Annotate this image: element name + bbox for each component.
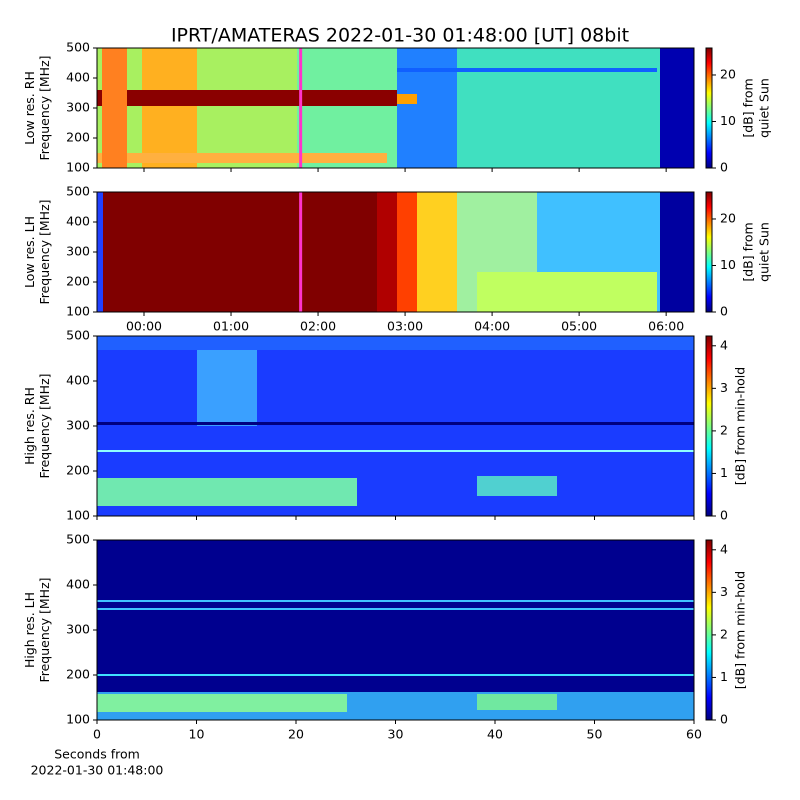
x-tick-label: 60 [686, 727, 702, 742]
x-tick-label: 03:00 [387, 319, 423, 334]
y-tick-label: 500 [66, 532, 90, 547]
y-axis-label: Frequency [MHz] [37, 373, 52, 478]
x-tick-label: 06:00 [648, 319, 684, 334]
x-tick-label: 40 [487, 727, 503, 742]
y-axis-label: Frequency [MHz] [37, 55, 52, 160]
spectrogram-fill [97, 153, 387, 163]
y-axis-label: High res. RH [22, 387, 37, 465]
spectrogram-fill [97, 192, 397, 312]
spectrogram-fill [97, 192, 103, 312]
colorbar-tick-label: 10 [720, 113, 736, 128]
spectrogram-fill [397, 68, 657, 72]
colorbar-tick-label: 1 [720, 465, 728, 480]
spectrogram-fill [417, 192, 457, 312]
spectrogram-fill [97, 478, 357, 506]
spectrogram-fill [477, 272, 657, 312]
y-tick-label: 500 [66, 328, 90, 343]
colorbar-label: [dB] from min-hold [733, 367, 748, 485]
spectrogram-fill [97, 422, 694, 425]
y-tick-label: 100 [66, 160, 90, 175]
y-tick-label: 100 [66, 712, 90, 727]
y-tick-label: 300 [66, 100, 90, 115]
y-axis-label: Frequency [MHz] [37, 577, 52, 682]
spectrogram-fill [97, 336, 694, 350]
colorbar-tick-label: 20 [720, 210, 736, 225]
spectrogram-fill [660, 48, 694, 168]
x-tick-label: 04:00 [474, 319, 510, 334]
colorbar-tick-label: 2 [720, 626, 728, 641]
y-tick-label: 300 [66, 622, 90, 637]
y-tick-label: 300 [66, 418, 90, 433]
colorbar [705, 539, 713, 721]
x-tick-label: 50 [587, 727, 603, 742]
y-tick-label: 200 [66, 130, 90, 145]
y-tick-label: 100 [66, 508, 90, 523]
colorbar-tick-label: 0 [720, 160, 728, 175]
spectrogram-fill [477, 476, 557, 496]
spectrogram-fill [97, 90, 397, 106]
spectrogram-fill [97, 600, 694, 602]
x-tick-label: 20 [288, 727, 304, 742]
y-tick-label: 200 [66, 463, 90, 478]
colorbar [705, 335, 713, 517]
colorbar-tick-label: 1 [720, 669, 728, 684]
colorbar-label: [dB] from [741, 78, 756, 137]
x-axis-label: Seconds from [54, 747, 140, 762]
spectrogram-fill [97, 540, 694, 720]
y-tick-label: 200 [66, 667, 90, 682]
y-tick-label: 100 [66, 304, 90, 319]
spectrogram-fill [102, 48, 127, 168]
colorbar [705, 47, 713, 169]
colorbar-tick-label: 2 [720, 422, 728, 437]
y-tick-label: 500 [66, 184, 90, 199]
spectrogram-fill [197, 336, 257, 426]
x-tick-label: 0 [93, 727, 101, 742]
colorbar-tick-label: 20 [720, 66, 736, 81]
colorbar-label: quiet Sun [757, 222, 772, 282]
spectrogram-fill [97, 674, 694, 676]
x-axis-label: 2022-01-30 01:48:00 [31, 763, 164, 778]
colorbar-label: [dB] from [741, 222, 756, 281]
y-tick-label: 400 [66, 70, 90, 85]
y-tick-label: 400 [66, 373, 90, 388]
x-tick-label: 00:00 [126, 319, 162, 334]
y-axis-label: High res. LH [22, 592, 37, 668]
colorbar-tick-label: 0 [720, 508, 728, 523]
x-tick-label: 02:00 [300, 319, 336, 334]
y-tick-label: 500 [66, 40, 90, 55]
spectrogram-fill [297, 48, 397, 168]
spectrogram-fill [97, 450, 694, 452]
colorbar-tick-label: 3 [720, 584, 728, 599]
colorbar-label: [dB] from min-hold [733, 571, 748, 689]
y-tick-label: 400 [66, 214, 90, 229]
colorbar-label: quiet Sun [757, 78, 772, 138]
spectrogram-fill [397, 48, 457, 168]
colorbar-tick-label: 0 [720, 304, 728, 319]
colorbar-tick-label: 4 [720, 541, 728, 556]
y-tick-label: 400 [66, 577, 90, 592]
x-tick-label: 05:00 [561, 319, 597, 334]
spectrogram-fill [660, 192, 694, 312]
y-tick-label: 300 [66, 244, 90, 259]
spectrogram-fill [397, 94, 417, 104]
spectrogram-fill [477, 694, 557, 710]
spectrogram-fill [97, 608, 694, 610]
colorbar-tick-label: 10 [720, 257, 736, 272]
x-tick-label: 30 [388, 727, 404, 742]
colorbar-tick-label: 4 [720, 337, 728, 352]
colorbar-tick-label: 3 [720, 380, 728, 395]
colorbar [705, 191, 713, 313]
figure-title: IPRT/AMATERAS 2022-01-30 01:48:00 [UT] 0… [171, 25, 629, 47]
x-tick-label: 01:00 [213, 319, 249, 334]
y-tick-label: 200 [66, 274, 90, 289]
colorbar-tick-label: 0 [720, 712, 728, 727]
spectrogram-fill [97, 694, 347, 712]
y-axis-label: Frequency [MHz] [37, 199, 52, 304]
x-tick-label: 10 [189, 727, 205, 742]
spectrogram-fill [142, 48, 197, 168]
y-axis-label: Low res. RH [22, 71, 37, 145]
y-axis-label: Low res. LH [22, 216, 37, 288]
